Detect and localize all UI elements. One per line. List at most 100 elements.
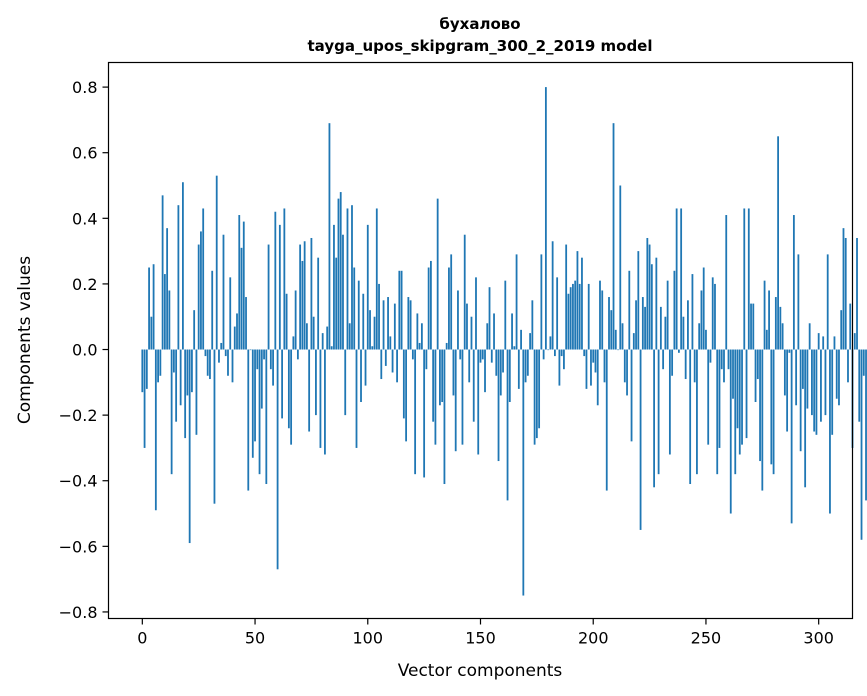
bar (177, 205, 180, 350)
bar (506, 349, 509, 501)
bar (716, 349, 719, 475)
bar (689, 349, 692, 485)
bar (472, 349, 475, 422)
bar (718, 349, 721, 448)
bar (175, 349, 178, 422)
bar (772, 349, 775, 475)
bar (281, 349, 283, 419)
bar (628, 270, 631, 350)
bar (581, 257, 583, 350)
bar (461, 349, 464, 445)
chart-title: бухалово (439, 15, 520, 33)
bar (727, 349, 730, 370)
bar (366, 224, 369, 350)
bar (811, 349, 813, 416)
bar (152, 264, 155, 350)
bar (317, 257, 320, 350)
bar (783, 349, 786, 396)
bar (792, 215, 795, 350)
bar (777, 136, 779, 350)
bar (865, 349, 867, 501)
bar (303, 241, 306, 350)
bar (393, 303, 396, 350)
bar (605, 349, 608, 491)
bar (346, 208, 349, 350)
bar (290, 349, 293, 445)
bar (702, 267, 705, 350)
bar (817, 333, 820, 350)
bar (267, 244, 270, 350)
bar (738, 349, 741, 455)
bar (434, 349, 437, 445)
y-axis-label: Components values (15, 256, 35, 424)
bar (700, 290, 703, 350)
bar (673, 270, 676, 350)
bar (754, 349, 757, 402)
bar (432, 349, 435, 422)
bar (445, 342, 448, 350)
bar (632, 333, 635, 350)
bar (202, 208, 205, 350)
bar (197, 244, 200, 350)
bar (502, 349, 504, 373)
bar (402, 349, 405, 419)
x-tick-label: 250 (691, 629, 722, 648)
bar (283, 208, 286, 350)
bar (141, 349, 144, 393)
bar (515, 254, 518, 350)
bar (779, 306, 782, 350)
bar (145, 349, 148, 389)
bar (172, 349, 175, 373)
bar (348, 323, 351, 350)
bar (576, 251, 579, 350)
bar (650, 264, 653, 350)
bar (470, 316, 473, 350)
bar (563, 349, 565, 370)
bar (380, 349, 383, 380)
bar (756, 349, 759, 380)
bar (788, 349, 791, 353)
bar (227, 349, 229, 376)
bar (238, 215, 241, 350)
bar (301, 260, 304, 350)
bar (831, 349, 834, 435)
bar (222, 234, 225, 350)
bar (481, 349, 484, 360)
bar (675, 208, 678, 350)
bar (459, 349, 462, 360)
bar (680, 208, 683, 350)
bar (610, 310, 613, 350)
bar (260, 349, 263, 409)
bar (159, 349, 162, 376)
bar (820, 349, 822, 422)
bar (858, 349, 861, 422)
bar (826, 254, 829, 350)
bar (319, 349, 322, 448)
bar (443, 349, 446, 485)
bar (770, 349, 773, 465)
bar (416, 313, 419, 350)
bar (339, 192, 342, 350)
bar (612, 123, 615, 350)
bar (269, 349, 272, 370)
bar (513, 346, 516, 350)
bar (479, 349, 482, 363)
bar (729, 349, 732, 514)
bar (551, 241, 554, 350)
bar (847, 349, 849, 383)
bar (321, 333, 324, 350)
bar (240, 247, 243, 350)
bar (328, 123, 331, 350)
bar (752, 303, 755, 350)
bar (696, 349, 698, 475)
bar (468, 349, 471, 383)
bar (565, 244, 568, 350)
bar (799, 349, 802, 452)
bar (342, 234, 344, 350)
bar (285, 293, 288, 350)
y-axis-ticks: −0.8 −0.6 −0.4 −0.2 0.0 0.2 0.4 0.6 0.8 (59, 78, 109, 622)
x-tick-label: 50 (245, 629, 265, 648)
bar (211, 270, 214, 350)
bar (517, 349, 520, 389)
bar (351, 205, 353, 350)
